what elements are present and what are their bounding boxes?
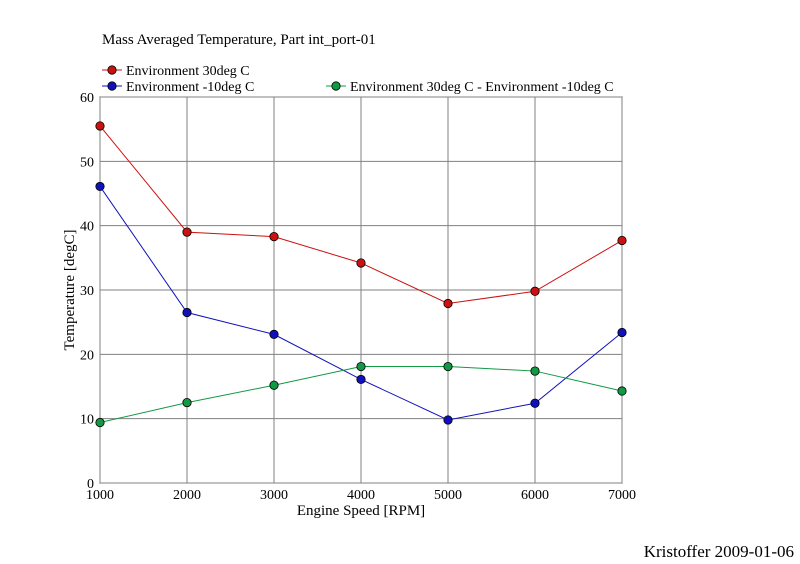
data-point [443,298,453,309]
x-tick-label: 1000 [86,488,114,503]
data-point [530,398,540,408]
data-point [530,366,540,376]
y-tick-label: 0 [87,477,94,492]
y-tick-label: 30 [80,284,94,299]
legend-label: Environment 30deg C [126,64,250,79]
data-point [95,121,105,131]
data-point [269,329,279,339]
legend-marker [107,65,117,75]
data-point [182,307,192,318]
y-tick-label: 50 [80,155,94,170]
data-point [443,361,453,372]
x-axis-label: Engine Speed [RPM] [297,503,425,519]
series-group [95,121,627,428]
y-axis-label: Temperature [degC] [62,230,78,351]
data-point [617,235,627,246]
legend-marker [107,81,117,91]
legend-marker [331,81,341,91]
series-2 [95,181,627,425]
data-point [443,415,453,425]
y-tick-label: 10 [80,413,94,428]
data-point [356,374,366,385]
x-tick-label: 7000 [608,488,636,503]
data-point [269,380,279,390]
x-tick-labels: 1000 2000 3000 4000 5000 6000 7000 [86,488,636,503]
legend-entry: Environment -10deg C [102,80,254,95]
x-tick-label: 6000 [521,488,549,503]
y-tick-label: 60 [80,91,94,106]
plot-area: 1000 2000 3000 4000 5000 6000 7000 0 10 20 30 40 50… [80,91,636,503]
data-point [182,227,192,237]
x-tick-label: 3000 [260,488,288,503]
series-1 [95,121,627,309]
y-tick-labels: 0 10 20 30 40 50 60 [80,91,94,492]
legend-entry: Environment 30deg C - Environment -10deg… [326,80,614,95]
data-point [530,286,540,296]
legend-label: Environment -10deg C [126,80,254,95]
y-tick-label: 40 [80,220,94,235]
data-point [356,361,366,372]
x-tick-label: 5000 [434,488,462,503]
legend-label: Environment 30deg C - Environment -10deg… [350,80,614,95]
data-point [95,181,105,192]
data-point [356,258,366,268]
x-tick-label: 2000 [173,488,201,503]
data-point [617,327,627,338]
legend-entry: Environment 30deg C [102,64,250,79]
grid [99,96,623,484]
y-tick-label: 20 [80,348,94,363]
data-point [269,232,279,242]
data-point [617,386,627,396]
chart-title: Mass Averaged Temperature, Part int_port… [102,32,376,48]
author-date-credit: Kristoffer 2009-01-06 [643,542,794,561]
data-point [182,397,192,408]
series-3 [95,361,627,428]
x-tick-label: 4000 [347,488,375,503]
data-point [95,417,105,428]
